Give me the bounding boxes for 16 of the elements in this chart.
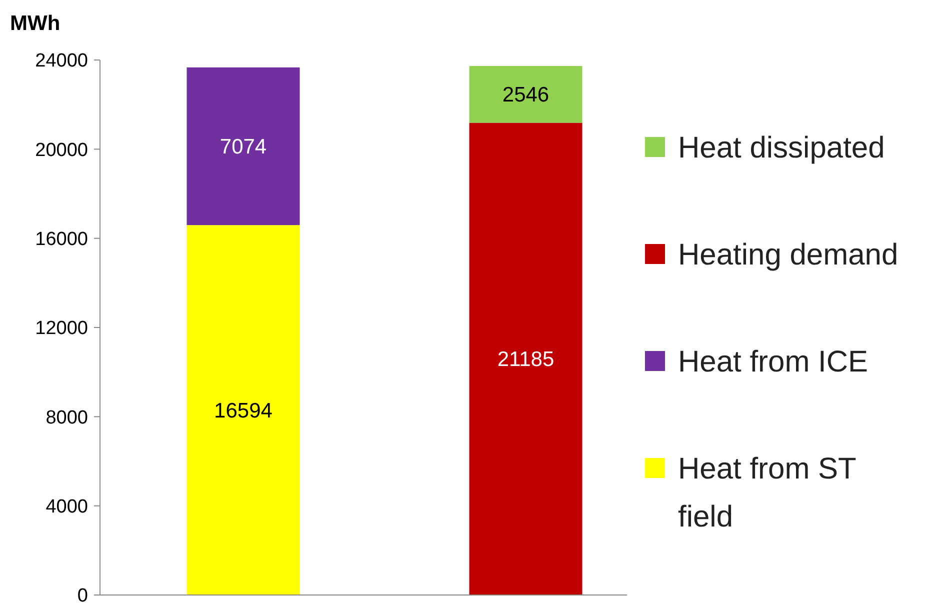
y-tick-label: 12000 xyxy=(35,318,88,340)
data-label: 2546 xyxy=(502,84,550,107)
y-axis-title: MWh xyxy=(10,12,60,35)
y-tick-label: 0 xyxy=(77,586,88,603)
y-tick-label: 20000 xyxy=(35,140,88,161)
legend-label: Heating demand xyxy=(678,238,898,272)
y-tick-label: 4000 xyxy=(46,496,88,518)
y-tick-label: 24000 xyxy=(35,50,88,72)
data-label: 16594 xyxy=(214,399,273,422)
y-tick-label: 16000 xyxy=(35,228,88,250)
data-label: 7074 xyxy=(220,136,267,159)
legend-label: Heat from ICE xyxy=(678,346,868,378)
legend-label: Heat dissipated xyxy=(678,132,885,164)
data-label: 21185 xyxy=(497,348,554,372)
legend-label: Heat from ST field xyxy=(678,452,856,534)
y-tick-label: 8000 xyxy=(46,407,88,428)
